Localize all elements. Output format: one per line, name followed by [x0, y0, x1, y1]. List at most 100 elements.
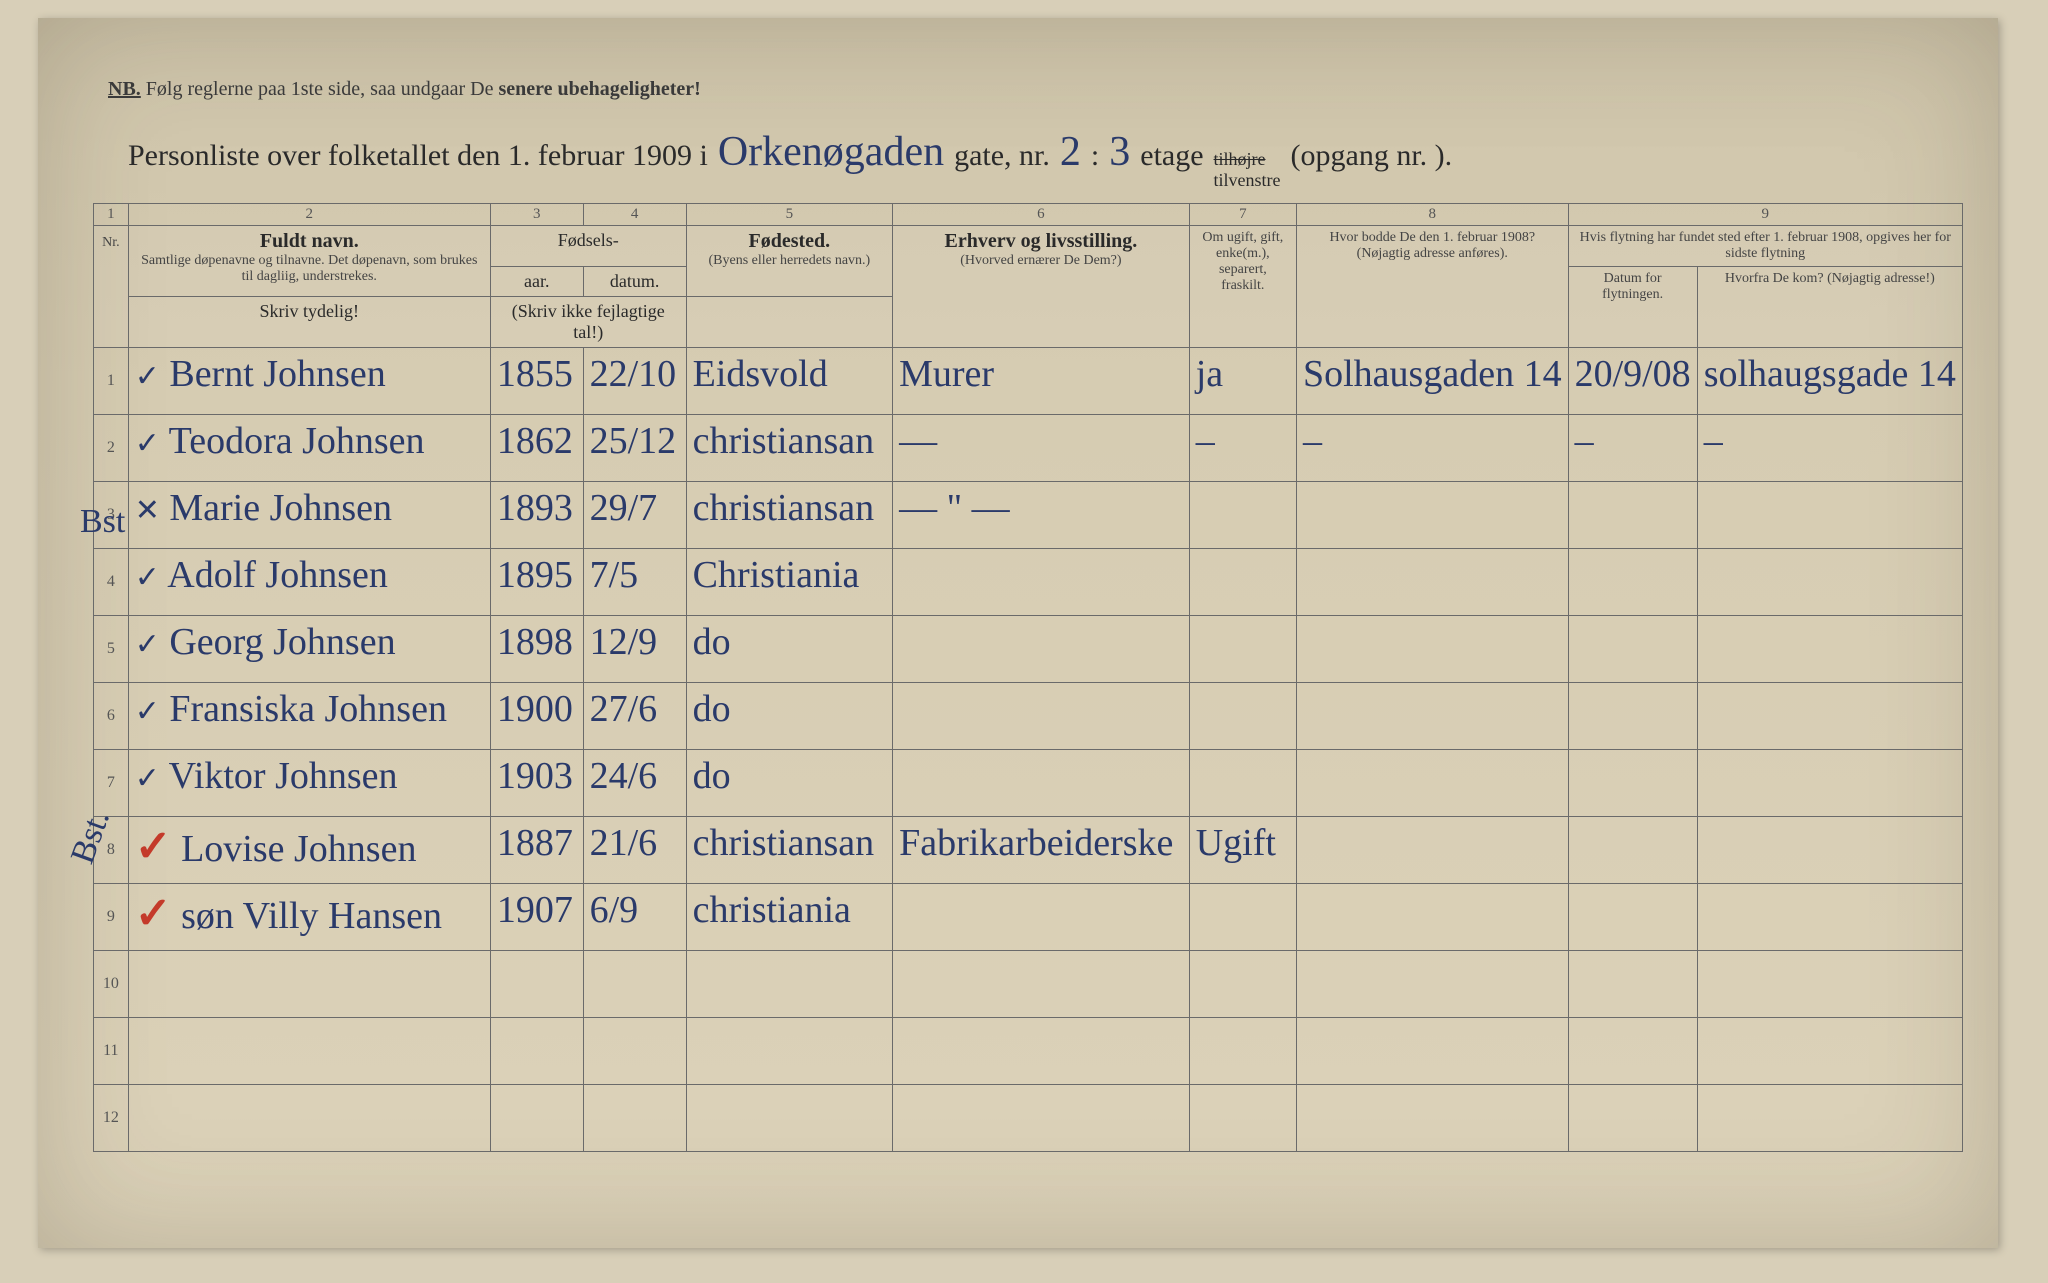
- cell-occ: [893, 616, 1190, 683]
- hdr-from: Hvorfra De kom? (Nøjagtig adresse!): [1697, 267, 1962, 348]
- cell-year: 1887: [490, 817, 583, 884]
- side-struck: tilhøjre: [1214, 149, 1281, 170]
- cell-date: [583, 951, 686, 1018]
- hdr-marital: Om ugift, gift, enke(m.), separert, fras…: [1189, 226, 1296, 348]
- cell-marital: [1189, 482, 1296, 549]
- nb-text: Følg reglerne paa 1ste side, saa undgaar…: [146, 78, 499, 100]
- cell-1908: [1296, 951, 1568, 1018]
- table-row: 8✓ Lovise Johnsen188721/6christiansanFab…: [94, 817, 1963, 884]
- cell-date: 7/5: [583, 549, 686, 616]
- cell-year: [490, 1018, 583, 1085]
- cell-place: [686, 1018, 892, 1085]
- cell-date: 24/6: [583, 750, 686, 817]
- cell-year: [490, 1085, 583, 1152]
- check-icon: ✓: [135, 762, 160, 795]
- row-nr: 10: [94, 951, 129, 1018]
- table-row: 1✓ Bernt Johnsen185522/10EidsvoldMurerja…: [94, 348, 1963, 415]
- cell-date: 21/6: [583, 817, 686, 884]
- cell-from: –: [1697, 415, 1962, 482]
- hdr-date: datum.: [583, 267, 686, 297]
- colon: :: [1091, 139, 1099, 173]
- hdr-1908: Hvor bodde De den 1. februar 1908? (Nøja…: [1296, 226, 1568, 348]
- colnum-4: 4: [583, 204, 686, 226]
- cell-from: [1697, 1018, 1962, 1085]
- colnum-7: 7: [1189, 204, 1296, 226]
- hdr-name: Fuldt navn. Samtlige døpenavne og tilnav…: [128, 226, 490, 297]
- cell-1908: [1296, 750, 1568, 817]
- cell-marital: –: [1189, 415, 1296, 482]
- cell-moved: 20/9/08: [1568, 348, 1697, 415]
- cell-place: christiansan: [686, 817, 892, 884]
- cell-place: [686, 1085, 892, 1152]
- hdr-skriv-tal: (Skriv ikke fejlagtige tal!): [490, 297, 686, 348]
- cell-name: ✓ Teodora Johnsen: [128, 415, 490, 482]
- row-nr: 7: [94, 750, 129, 817]
- row-nr: 1: [94, 348, 129, 415]
- cell-place: christiansan: [686, 415, 892, 482]
- cell-moved: [1568, 683, 1697, 750]
- hdr-skriv: Skriv tydelig!: [128, 297, 490, 348]
- nb-prefix: NB.: [108, 78, 141, 100]
- cell-place: do: [686, 750, 892, 817]
- hdr-move-group: Hvis flytning har fundet sted efter 1. f…: [1568, 226, 1962, 267]
- cell-moved: [1568, 1018, 1697, 1085]
- side-block: tilhøjre tilvenstre: [1214, 149, 1281, 191]
- cell-name: ✕ Marie Johnsen: [128, 482, 490, 549]
- hdr-place-blank: [686, 297, 892, 348]
- cell-marital: [1189, 1085, 1296, 1152]
- cell-occ: [893, 683, 1190, 750]
- cell-year: 1895: [490, 549, 583, 616]
- cell-name: ✓ Adolf Johnsen: [128, 549, 490, 616]
- cell-moved: –: [1568, 415, 1697, 482]
- hdr-birth-group: Fødsels-: [490, 226, 686, 267]
- census-table: 1 2 3 4 5 6 7 8 9 Nr. Fuldt navn. Samtli…: [93, 203, 1963, 1152]
- hdr-moved: Datum for flytningen.: [1568, 267, 1697, 348]
- cell-marital: [1189, 951, 1296, 1018]
- cell-from: [1697, 951, 1962, 1018]
- cell-place: christiansan: [686, 482, 892, 549]
- cell-year: 1893: [490, 482, 583, 549]
- cell-marital: [1189, 683, 1296, 750]
- row-nr: 12: [94, 1085, 129, 1152]
- column-numbers: 1 2 3 4 5 6 7 8 9: [94, 204, 1963, 226]
- etage-label: etage: [1140, 139, 1203, 173]
- table-row: 5✓ Georg Johnsen189812/9do: [94, 616, 1963, 683]
- hdr-year: aar.: [490, 267, 583, 297]
- cell-marital: Ugift: [1189, 817, 1296, 884]
- cell-moved: [1568, 817, 1697, 884]
- check-icon: ✓: [135, 427, 160, 460]
- colnum-3: 3: [490, 204, 583, 226]
- hdr-nr: Nr.: [94, 226, 129, 348]
- cell-year: 1907: [490, 884, 583, 951]
- cell-from: [1697, 683, 1962, 750]
- table-row: 2✓ Teodora Johnsen186225/12christiansan—…: [94, 415, 1963, 482]
- cell-date: 12/9: [583, 616, 686, 683]
- cell-moved: [1568, 549, 1697, 616]
- hdr-place: Fødested. (Byens eller herredets navn.): [686, 226, 892, 297]
- table-row: 10: [94, 951, 1963, 1018]
- cell-moved: [1568, 951, 1697, 1018]
- check-icon: ✓: [135, 360, 160, 393]
- cell-from: [1697, 482, 1962, 549]
- cell-occ: — " —: [893, 482, 1190, 549]
- row-nr: 2: [94, 415, 129, 482]
- cell-name: ✓ Fransiska Johnsen: [128, 683, 490, 750]
- cell-place: christiania: [686, 884, 892, 951]
- data-rows: 1✓ Bernt Johnsen185522/10EidsvoldMurerja…: [94, 348, 1963, 1152]
- cell-1908: –: [1296, 415, 1568, 482]
- side-kept: tilvenstre: [1214, 170, 1281, 191]
- cell-date: [583, 1018, 686, 1085]
- cell-from: [1697, 1085, 1962, 1152]
- check-icon: ✓: [135, 695, 160, 728]
- cell-occ: Fabrikarbeiderske: [893, 817, 1190, 884]
- cell-moved: [1568, 884, 1697, 951]
- table-row: 9✓ søn Villy Hansen19076/9christiania: [94, 884, 1963, 951]
- row-nr: 11: [94, 1018, 129, 1085]
- cell-year: 1898: [490, 616, 583, 683]
- colnum-1: 1: [94, 204, 129, 226]
- cell-marital: [1189, 549, 1296, 616]
- cell-year: 1900: [490, 683, 583, 750]
- cell-moved: [1568, 750, 1697, 817]
- cell-name: ✓ Lovise Johnsen: [128, 817, 490, 884]
- cell-marital: [1189, 750, 1296, 817]
